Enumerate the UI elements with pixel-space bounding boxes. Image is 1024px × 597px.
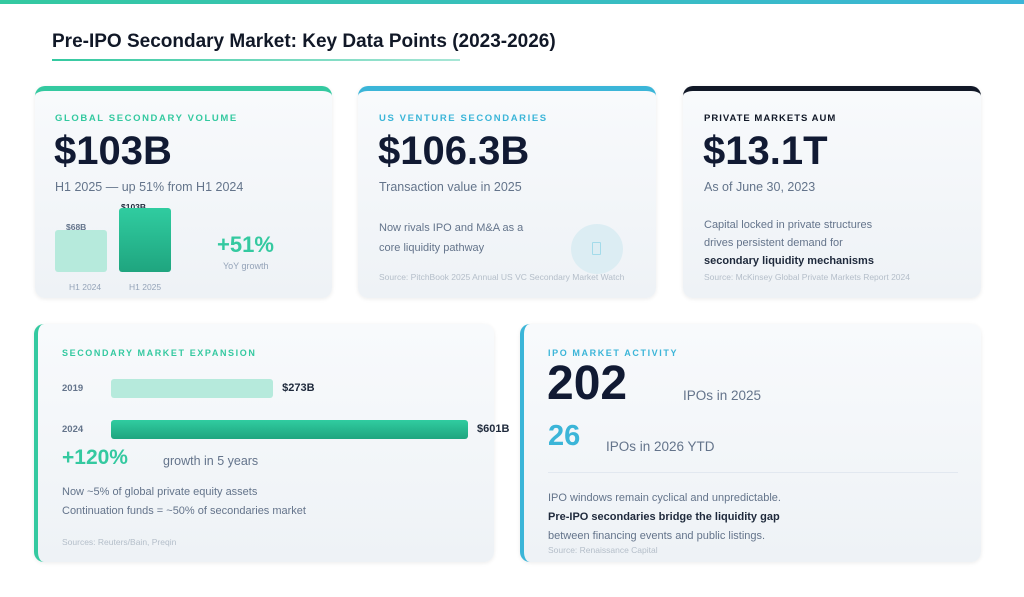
ipo-market-activity-card: IPO MARKET ACTIVITY 202 IPOs in 2025 26 … bbox=[520, 324, 981, 562]
bar-year-label: 2019 bbox=[62, 383, 84, 394]
detail-line: Continuation funds = ~50% of secondaries… bbox=[62, 505, 306, 517]
card-value: $13.1T bbox=[703, 129, 828, 173]
bar-category-label: H1 2024 bbox=[69, 282, 102, 292]
global-secondary-volume-card: GLOBAL SECONDARY VOLUME $103B H1 2025 — … bbox=[35, 86, 332, 298]
card-label: IPO MARKET ACTIVITY bbox=[548, 348, 679, 358]
private-markets-aum-card: PRIVATE MARKETS AUM $13.1T As of June 30… bbox=[683, 86, 981, 298]
card-subtitle: Transaction value in 2025 bbox=[379, 180, 522, 194]
card-value: $106.3B bbox=[378, 129, 530, 173]
bar-h1-2024 bbox=[55, 229, 107, 272]
growth-label: YoY growth bbox=[223, 261, 269, 271]
bar-category-label: H1 2025 bbox=[129, 282, 162, 292]
card-value: $103B bbox=[54, 129, 172, 173]
card-subtitle: H1 2025 — up 51% from H1 2024 bbox=[55, 180, 244, 194]
card-body: Now rivals IPO and M&A as a core liquidi… bbox=[379, 222, 524, 254]
secondary-market-expansion-card: SECONDARY MARKET EXPANSION 2019 $273B 20… bbox=[34, 324, 509, 562]
bar-value-label: $103B bbox=[121, 202, 147, 212]
growth-value: +51% bbox=[217, 232, 274, 257]
body-text: Capital locked in private structures dri… bbox=[704, 219, 873, 249]
us-venture-secondaries-card: US VENTURE SECONDARIES $106.3B Transacti… bbox=[358, 86, 656, 298]
card-label: SECONDARY MARKET EXPANSION bbox=[62, 348, 257, 358]
bar-year-label: 2024 bbox=[62, 424, 84, 435]
detail-line-bold: Pre-IPO secondaries bridge the liquidity… bbox=[548, 511, 780, 523]
page-title: Pre-IPO Secondary Market: Key Data Point… bbox=[52, 31, 556, 52]
detail-line: Now ~5% of global private equity assets bbox=[62, 486, 258, 498]
bar-value-label: $273B bbox=[282, 382, 315, 394]
card-source: Source: Renaissance Capital bbox=[548, 545, 658, 555]
divider bbox=[548, 472, 958, 473]
body-bold-text: secondary liquidity mechanisms bbox=[704, 255, 874, 267]
bar-h1-2025 bbox=[119, 208, 171, 272]
ipo-count-2025-label: IPOs in 2025 bbox=[683, 388, 762, 403]
card-label: US VENTURE SECONDARIES bbox=[379, 113, 548, 124]
growth-label: growth in 5 years bbox=[163, 454, 259, 468]
bar-value-label: $601B bbox=[477, 423, 510, 435]
ipo-count-2025: 202 bbox=[547, 357, 628, 410]
title-underline bbox=[52, 59, 460, 61]
detail-line: IPO windows remain cyclical and unpredic… bbox=[548, 492, 781, 504]
bar-2019 bbox=[111, 379, 274, 398]
detail-line: between financing events and public list… bbox=[548, 530, 766, 542]
card-subtitle: As of June 30, 2023 bbox=[704, 180, 816, 194]
top-accent-bar bbox=[0, 0, 1024, 4]
card-source: Sources: Reuters/Bain, Preqin bbox=[62, 537, 177, 547]
bar-value-label: $68B bbox=[66, 222, 87, 232]
card-source: Source: McKinsey Global Private Markets … bbox=[704, 272, 910, 282]
card-source: Source: PitchBook 2025 Annual US VC Seco… bbox=[379, 272, 625, 282]
ipo-count-2026: 26 bbox=[548, 420, 581, 452]
ipo-count-2026-label: IPOs in 2026 YTD bbox=[606, 439, 715, 454]
card-label: PRIVATE MARKETS AUM bbox=[704, 113, 837, 124]
growth-value: +120% bbox=[62, 446, 128, 469]
phone-icon bbox=[571, 224, 623, 274]
bar-2024 bbox=[111, 420, 468, 439]
card-body: Capital locked in private structures dri… bbox=[704, 216, 884, 270]
card-label: GLOBAL SECONDARY VOLUME bbox=[55, 113, 238, 124]
